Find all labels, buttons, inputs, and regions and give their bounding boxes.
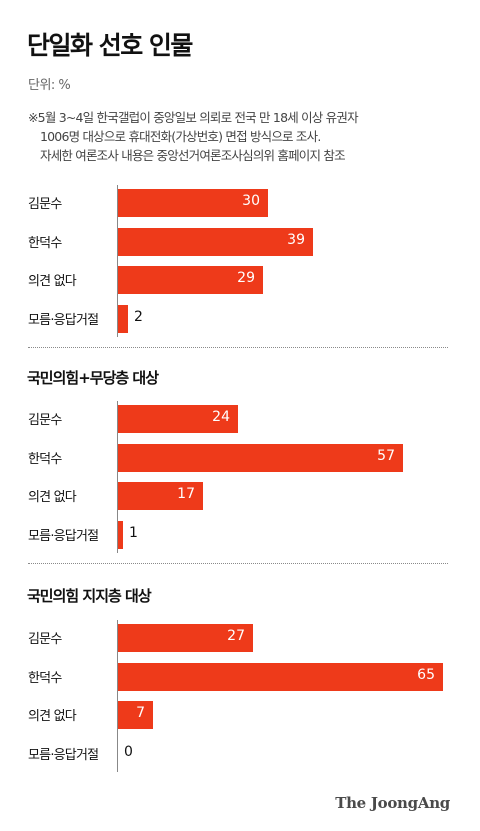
bar-row: 모름·응답거절 0 bbox=[0, 740, 480, 768]
value-label: 27 bbox=[227, 628, 245, 644]
bar bbox=[118, 266, 263, 294]
value-label: 2 bbox=[134, 308, 143, 325]
section-divider bbox=[28, 563, 448, 564]
bar bbox=[118, 662, 443, 691]
value-label: 1 bbox=[129, 524, 138, 541]
category-label: 한덕수 bbox=[28, 670, 62, 686]
bar-row: 김문수 30 bbox=[0, 189, 480, 217]
category-label: 김문수 bbox=[28, 413, 62, 428]
section-title: 국민의힘+무당층 대상 bbox=[27, 369, 159, 387]
bar-row: 모름·응답거절 2 bbox=[0, 304, 480, 333]
bar-row: 의견 없다 29 bbox=[0, 266, 480, 294]
category-label: 모름·응답거절 bbox=[28, 528, 99, 544]
value-label: 24 bbox=[212, 409, 230, 425]
category-label: 의견 없다 bbox=[28, 709, 77, 724]
value-label: 29 bbox=[237, 270, 255, 286]
category-label: 한덕수 bbox=[28, 235, 62, 251]
bar bbox=[118, 701, 153, 729]
value-label: 7 bbox=[136, 705, 145, 721]
category-label: 김문수 bbox=[28, 197, 62, 212]
bar-row: 의견 없다 7 bbox=[0, 701, 480, 729]
axis-line bbox=[117, 185, 118, 337]
value-label: 17 bbox=[177, 486, 195, 502]
bar-row: 모름·응답거절 1 bbox=[0, 520, 480, 549]
category-label: 한덕수 bbox=[28, 451, 62, 467]
bar bbox=[118, 304, 128, 333]
bar-row: 김문수 24 bbox=[0, 405, 480, 433]
category-label: 김문수 bbox=[28, 632, 62, 647]
unit-label: 단위: % bbox=[28, 78, 71, 93]
bar bbox=[118, 189, 268, 217]
value-label: 57 bbox=[377, 447, 395, 464]
axis-line bbox=[117, 620, 118, 772]
note-line: 1006명 대상으로 휴대전화(가상번호) 면접 방식으로 조사. bbox=[40, 129, 321, 144]
category-label: 의견 없다 bbox=[28, 490, 77, 505]
brand-logo: The JoongAng bbox=[335, 794, 450, 812]
category-label: 모름·응답거절 bbox=[28, 747, 99, 763]
value-label: 39 bbox=[287, 231, 305, 248]
chart-title: 단일화 선호 인물 bbox=[27, 31, 193, 60]
section-divider bbox=[28, 347, 448, 348]
category-label: 의견 없다 bbox=[28, 274, 77, 289]
bar-row: 한덕수 57 bbox=[0, 443, 480, 472]
bar bbox=[118, 520, 123, 549]
bar bbox=[118, 405, 238, 433]
bar bbox=[118, 482, 203, 510]
survey-note: ※5월 3~4일 한국갤럽이 중앙일보 의뢰로 전국 만 18세 이상 유권자 … bbox=[28, 108, 468, 165]
bar bbox=[118, 227, 313, 256]
value-label: 65 bbox=[417, 666, 435, 683]
bar bbox=[118, 624, 253, 652]
bar bbox=[118, 443, 403, 472]
category-label: 모름·응답거절 bbox=[28, 312, 99, 328]
section-title: 국민의힘 지지층 대상 bbox=[27, 587, 152, 605]
bar-row: 한덕수 65 bbox=[0, 662, 480, 691]
value-label: 0 bbox=[124, 743, 133, 760]
note-line: 자세한 여론조사 내용은 중앙선거여론조사심의위 홈페이지 참조 bbox=[40, 148, 346, 163]
note-line: ※5월 3~4일 한국갤럽이 중앙일보 의뢰로 전국 만 18세 이상 유권자 bbox=[28, 110, 359, 125]
bar-row: 김문수 27 bbox=[0, 624, 480, 652]
axis-line bbox=[117, 401, 118, 553]
value-label: 30 bbox=[242, 193, 260, 209]
bar-row: 의견 없다 17 bbox=[0, 482, 480, 510]
bar-row: 한덕수 39 bbox=[0, 227, 480, 256]
